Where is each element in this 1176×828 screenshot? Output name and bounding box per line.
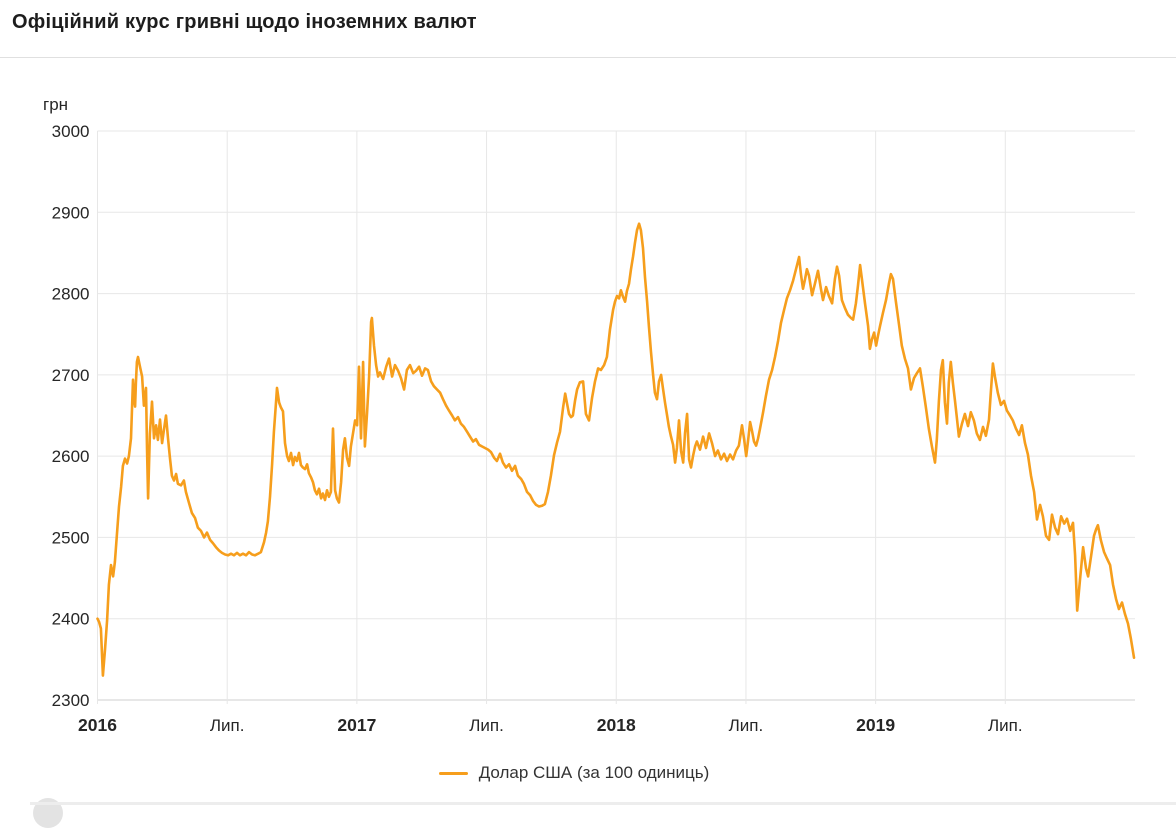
chart-canvas: 2300 2400 2500 2600 2700 2800 2900 3000 2016 Лип.…	[43, 95, 1136, 735]
legend-label: Долар США (за 100 одиниць)	[478, 763, 710, 782]
y-tick-label: 2400	[52, 610, 90, 629]
page: { "header": { "title": "Офіційний курс г…	[0, 11, 1176, 828]
legend-item-usd[interactable]: Долар США (за 100 одиниць)	[435, 761, 714, 785]
x-tick-label: Лип.	[988, 716, 1023, 735]
y-tick-label: 2900	[52, 203, 90, 222]
header-divider	[0, 57, 1176, 58]
x-tick-label: 2017	[337, 715, 376, 735]
x-tick-label: Лип.	[469, 716, 504, 735]
y-tick-label: 2300	[52, 691, 90, 710]
x-tick-label: Лип.	[729, 716, 764, 735]
x-tick-label: 2016	[78, 715, 117, 735]
x-tick-label: 2018	[597, 715, 636, 735]
y-tick-label: 2800	[52, 285, 90, 304]
legend-line-icon	[438, 771, 468, 775]
axis-unit-label: грн	[43, 95, 68, 114]
x-tick-label: 2019	[856, 715, 895, 735]
x-tick-label: Лип.	[210, 716, 245, 735]
y-tick-label: 2700	[52, 366, 90, 385]
bottom-edge-strip	[30, 802, 1176, 805]
page-title: Офіційний курс гривні щодо іноземних вал…	[12, 11, 477, 33]
y-tick-label: 2600	[52, 447, 90, 466]
legend: Долар США (за 100 одиниць)	[0, 761, 1162, 785]
y-tick-label: 2500	[52, 528, 90, 547]
y-tick-label: 3000	[52, 122, 90, 141]
series-line-usd	[96, 222, 1136, 677]
